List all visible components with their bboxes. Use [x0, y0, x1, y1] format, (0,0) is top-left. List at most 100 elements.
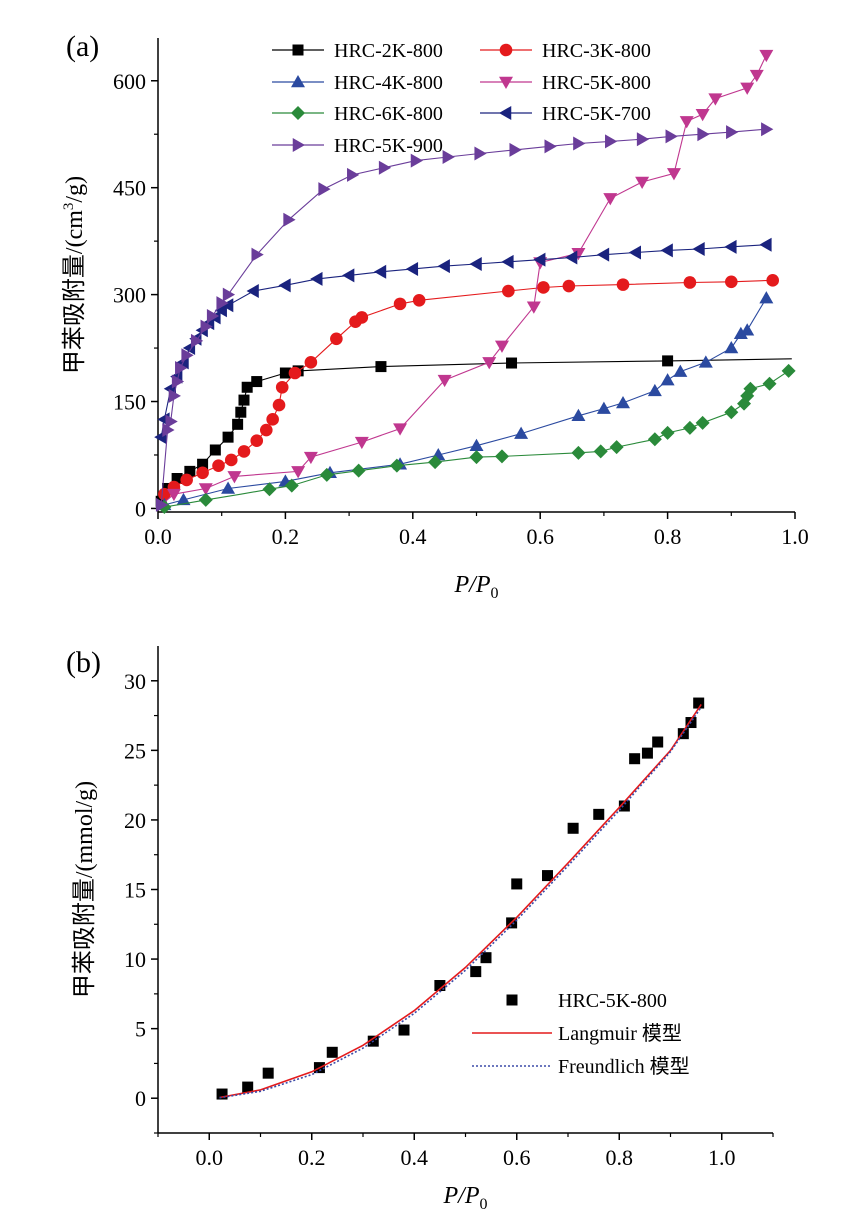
data-point	[251, 247, 264, 262]
data-point	[284, 478, 299, 493]
data-point	[726, 125, 739, 140]
data-point	[740, 82, 755, 95]
data-point	[162, 482, 174, 494]
series-HRC-6K-800	[157, 363, 796, 515]
legend-label: HRC-3K-800	[542, 40, 651, 62]
data-point	[679, 116, 694, 129]
y-tick-label: 30	[124, 669, 146, 694]
data-point	[695, 109, 710, 122]
x-tick-label: 0.2	[298, 1145, 326, 1170]
data-point	[743, 381, 758, 396]
legend-marker	[506, 994, 518, 1006]
data-point	[759, 237, 772, 252]
data-point	[275, 380, 289, 394]
y-axis-title-post: /g)	[62, 176, 88, 203]
data-point	[647, 432, 662, 447]
data-point	[216, 1088, 228, 1100]
data-point	[695, 415, 710, 430]
panel-a: 0.0 0.2 0.4 0.6 0.8 1.00150300450600(a)P/P0甲苯…	[61, 30, 809, 602]
legend-item: HRC-5K-700	[480, 103, 651, 125]
y-tick-label: 15	[124, 878, 146, 903]
data-point	[166, 488, 181, 502]
data-point	[502, 284, 515, 298]
data-point	[326, 1046, 338, 1058]
data-point	[662, 355, 674, 367]
data-point	[693, 697, 705, 709]
x-axis-title-main: P/P	[443, 1183, 480, 1209]
legend-label: HRC-5K-700	[542, 103, 651, 125]
series-HRC-4K-800	[157, 291, 774, 511]
data-point	[660, 243, 673, 258]
data-point	[761, 122, 774, 137]
legend-item: HRC-3K-800	[480, 40, 651, 62]
series-HRC-5K-900	[155, 122, 774, 512]
data-point	[216, 296, 229, 311]
data-point	[155, 497, 169, 512]
y-tick-label: 0	[135, 1086, 146, 1111]
data-point	[511, 878, 523, 890]
data-point	[762, 376, 777, 391]
data-point	[375, 361, 387, 373]
data-point	[708, 93, 723, 106]
data-point	[526, 301, 541, 314]
legend-item: HRC-5K-800	[480, 72, 651, 94]
y-axis-title-pre: 甲苯吸附量/(cm	[61, 210, 88, 374]
data-point	[740, 323, 755, 336]
data-point	[389, 458, 404, 473]
data-point	[677, 728, 689, 740]
x-tick-label: 0.6	[503, 1145, 531, 1170]
data-point	[571, 445, 586, 460]
data-point	[222, 431, 234, 443]
data-point	[725, 275, 738, 289]
data-point	[209, 444, 221, 456]
data-point	[291, 466, 306, 479]
data-point	[533, 252, 546, 267]
data-point	[641, 747, 653, 759]
x-tick-label: 0.6	[526, 524, 554, 549]
data-point	[310, 271, 323, 286]
data-point	[494, 449, 509, 464]
data-point	[596, 247, 610, 262]
data-point	[542, 870, 553, 882]
data-point	[200, 319, 213, 334]
legend-marker	[291, 75, 305, 88]
data-point	[412, 294, 426, 307]
x-axis-title-main: P/P	[454, 572, 491, 598]
data-point	[437, 259, 450, 274]
data-point	[666, 168, 681, 181]
data-point	[410, 153, 423, 168]
legend-item: HRC-5K-900	[272, 135, 443, 157]
data-point	[259, 423, 273, 437]
data-point	[724, 341, 739, 354]
x-axis-title-sub: 0	[480, 1196, 488, 1213]
legend-item: Freundlich 模型	[472, 1055, 690, 1078]
data-point	[212, 459, 225, 472]
data-point	[180, 473, 193, 487]
x-axis-title-sub: 0	[491, 585, 499, 602]
data-point	[224, 453, 238, 467]
y-tick-label: 10	[124, 947, 146, 972]
x-axis-title: P/P0	[454, 572, 499, 602]
legend-item: Langmuir 模型	[472, 1022, 682, 1045]
legend-label: HRC-5K-800	[542, 72, 651, 94]
data-point	[347, 167, 360, 182]
data-point	[469, 450, 484, 465]
x-axis-title: P/P0	[443, 1183, 488, 1213]
data-point	[238, 394, 250, 406]
data-point	[206, 308, 220, 323]
data-point	[697, 127, 710, 142]
legend: HRC-2K-800 HRC-3K-800 HRC-4K-800 HRC-5K-800…	[272, 40, 651, 157]
y-tick-label: 450	[113, 176, 146, 201]
data-point	[480, 952, 492, 964]
data-point	[501, 254, 514, 269]
x-tick-label: 0.4	[401, 1145, 429, 1170]
data-point	[605, 134, 618, 149]
x-tick-label: 1.0	[708, 1145, 736, 1170]
data-point	[603, 193, 618, 206]
data-point	[373, 264, 387, 279]
legend-label: Langmuir 模型	[558, 1022, 682, 1045]
data-point	[470, 966, 482, 978]
data-point	[635, 176, 650, 189]
data-point	[628, 245, 641, 260]
y-tick-label: 0	[135, 496, 146, 521]
